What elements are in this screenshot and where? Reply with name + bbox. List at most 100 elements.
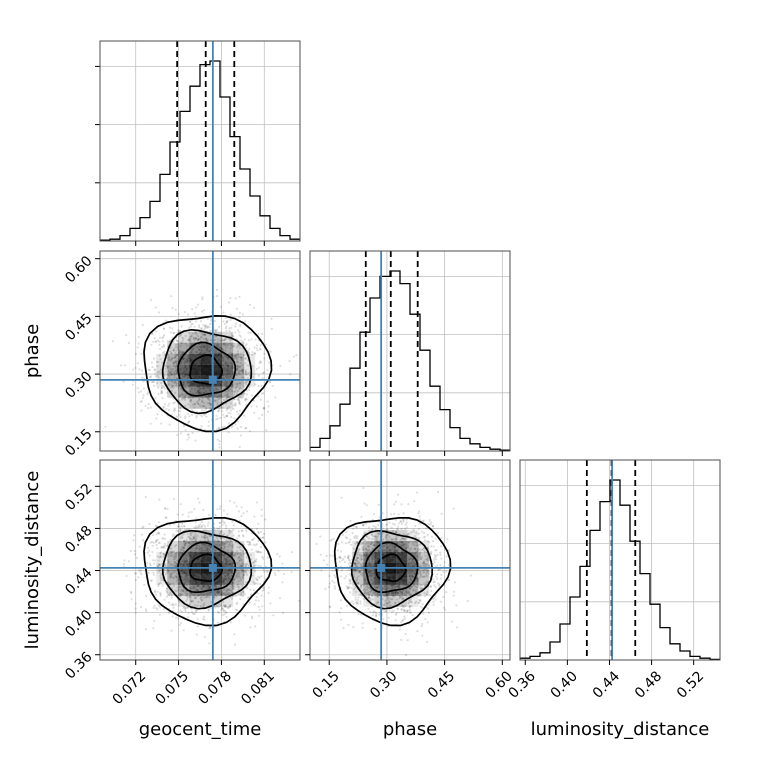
sample-point [334, 585, 336, 587]
sample-point [445, 570, 447, 572]
sample-point [277, 570, 279, 572]
sample-point [135, 611, 137, 613]
sample-point [179, 410, 181, 412]
sample-point [247, 332, 249, 334]
sample-point [439, 554, 441, 556]
sample-point [144, 405, 146, 407]
sample-point [146, 393, 148, 395]
sample-point [230, 314, 232, 316]
sample-point [351, 601, 353, 603]
sample-point [402, 521, 404, 523]
sample-point [159, 606, 161, 608]
sample-point [349, 573, 351, 575]
sample-point [154, 369, 156, 371]
sample-point [261, 595, 263, 597]
x-tick-label: 0.072 [110, 668, 150, 708]
sample-point [382, 618, 384, 620]
sample-point [424, 618, 426, 620]
sample-point [157, 387, 159, 389]
sample-point [260, 565, 262, 567]
sample-point [257, 540, 259, 542]
sample-point [219, 522, 221, 524]
sample-point [135, 608, 137, 610]
density-cell [189, 398, 200, 409]
sample-point [197, 625, 199, 627]
density-cell [233, 574, 244, 585]
sample-point [218, 443, 220, 445]
sample-point [388, 609, 390, 611]
sample-point [198, 526, 200, 528]
sample-point [183, 629, 185, 631]
sample-point [238, 402, 240, 404]
sample-point [219, 505, 221, 507]
sample-point [338, 611, 340, 613]
sample-point [440, 558, 442, 560]
sample-point [384, 610, 386, 612]
sample-point [260, 385, 262, 387]
sample-point [260, 531, 262, 533]
sample-point [255, 561, 257, 563]
sample-point [184, 429, 186, 431]
sample-point [263, 586, 265, 588]
sample-point [164, 403, 166, 405]
sample-point [154, 373, 156, 375]
sample-point [156, 540, 158, 542]
sample-point [246, 393, 248, 395]
sample-point [345, 531, 347, 533]
sample-point [246, 510, 248, 512]
sample-point [426, 641, 428, 643]
sample-point [219, 417, 221, 419]
sample-point [150, 375, 152, 377]
sample-point [223, 416, 225, 418]
y-tick-label: 0.40 [62, 607, 95, 640]
sample-point [238, 296, 240, 298]
sample-point [436, 578, 438, 580]
sample-point [250, 405, 252, 407]
sample-point [158, 311, 160, 313]
sample-point [340, 599, 342, 601]
sample-point [340, 619, 342, 621]
sample-point [258, 417, 260, 419]
sample-point [198, 324, 200, 326]
sample-point [158, 605, 160, 607]
sample-point [430, 521, 432, 523]
sample-point [412, 614, 414, 616]
sample-point [256, 543, 258, 545]
sample-point [267, 556, 269, 558]
sample-point [261, 515, 263, 517]
sample-point [137, 346, 139, 348]
sample-point [163, 351, 165, 353]
sample-point [366, 504, 368, 506]
sample-point [260, 399, 262, 401]
histogram-geocent_time [100, 61, 300, 241]
sample-point [148, 550, 150, 552]
sample-point [141, 400, 143, 402]
sample-point [136, 557, 138, 559]
sample-point [425, 527, 427, 529]
sample-point [241, 506, 243, 508]
sample-point [148, 555, 150, 557]
density-cell [244, 365, 255, 376]
sample-point [90, 358, 92, 360]
sample-point [345, 575, 347, 577]
sample-point [240, 434, 242, 436]
sample-point [164, 543, 166, 545]
sample-point [160, 392, 162, 394]
sample-point [153, 357, 155, 359]
sample-point [179, 610, 181, 612]
sample-point [138, 391, 140, 393]
sample-point [146, 562, 148, 564]
y-tick-label: 0.15 [62, 426, 95, 459]
sample-point [208, 608, 210, 610]
sample-point [218, 410, 220, 412]
sample-point [141, 534, 143, 536]
sample-point [155, 397, 157, 399]
sample-point [393, 503, 395, 505]
sample-point [225, 527, 227, 529]
sample-point [201, 310, 203, 312]
sample-point [255, 558, 257, 560]
sample-point [221, 608, 223, 610]
sample-point [316, 351, 318, 353]
sample-point [155, 418, 157, 420]
sample-point [347, 542, 349, 544]
